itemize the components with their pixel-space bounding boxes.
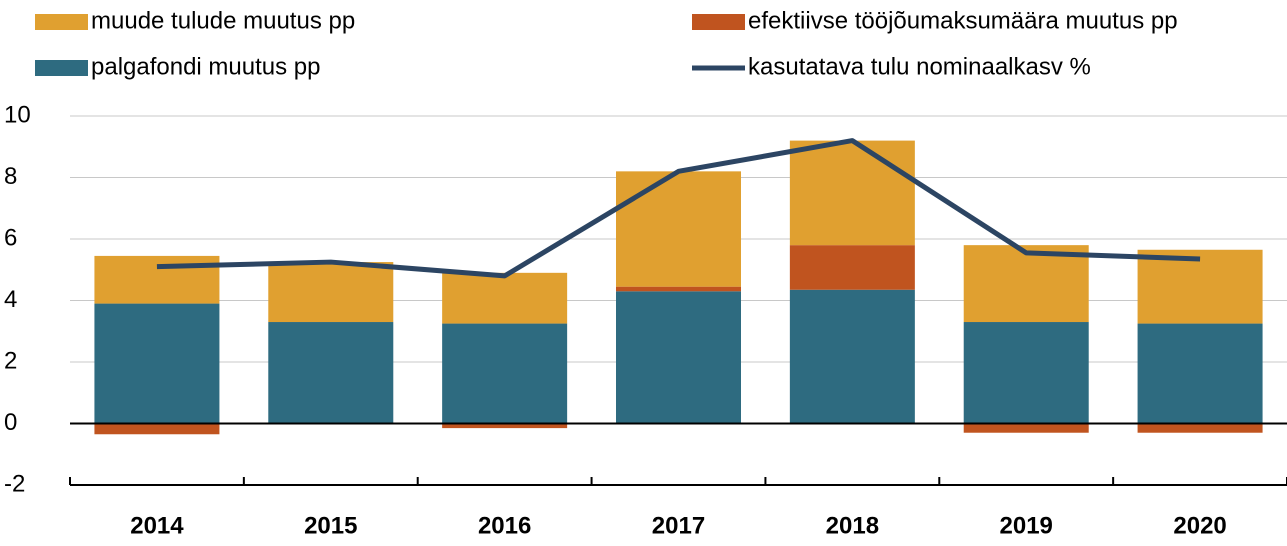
bar-segment: [94, 303, 220, 424]
bar-segment: [963, 322, 1089, 424]
legend-label: muude tulude muutus pp: [91, 7, 355, 34]
x-tick-label: 2018: [826, 512, 879, 539]
y-tick-label: 0: [4, 409, 17, 436]
legend-swatch: [35, 60, 88, 76]
bar-segment: [442, 423, 568, 429]
bar-segment: [1137, 423, 1263, 433]
bar-segment: [442, 272, 568, 324]
bar-segment: [268, 322, 394, 424]
bar-segment: [1137, 249, 1263, 324]
bar-segment: [616, 286, 741, 292]
bar-segment: [268, 262, 394, 323]
x-tick-label: 2017: [652, 512, 705, 539]
y-tick-label: 10: [4, 101, 31, 128]
bar-segment: [789, 140, 915, 246]
legend-swatch: [692, 14, 745, 30]
bar-segment: [963, 245, 1089, 323]
legend-label: palgafondi muutus pp: [91, 53, 321, 80]
line-series: [156, 138, 1201, 279]
legend-label: kasutatava tulu nominaalkasv %: [748, 53, 1091, 80]
x-tick-label: 2014: [130, 512, 184, 539]
legend-swatch: [35, 14, 88, 30]
x-tick-label: 2020: [1173, 512, 1226, 539]
bar-segment: [789, 289, 915, 424]
bar-segment: [616, 291, 741, 424]
y-tick-label: 6: [4, 224, 17, 251]
y-tick-label: -2: [4, 470, 25, 497]
y-tick-label: 4: [4, 286, 17, 313]
y-tick-label: 8: [4, 163, 17, 190]
y-tick-label: 2: [4, 347, 17, 374]
x-tick-label: 2019: [1000, 512, 1053, 539]
bar-segment: [94, 423, 220, 435]
x-tick-label: 2015: [304, 512, 357, 539]
bar-segment: [442, 323, 568, 424]
x-tick-label: 2016: [478, 512, 531, 539]
bar-segment: [963, 423, 1089, 433]
bar-segment: [616, 171, 741, 287]
legend-label: efektiivse tööjõumaksumäära muutus pp: [748, 7, 1178, 34]
bar-segment: [789, 245, 915, 290]
bar-segment: [1137, 323, 1263, 424]
